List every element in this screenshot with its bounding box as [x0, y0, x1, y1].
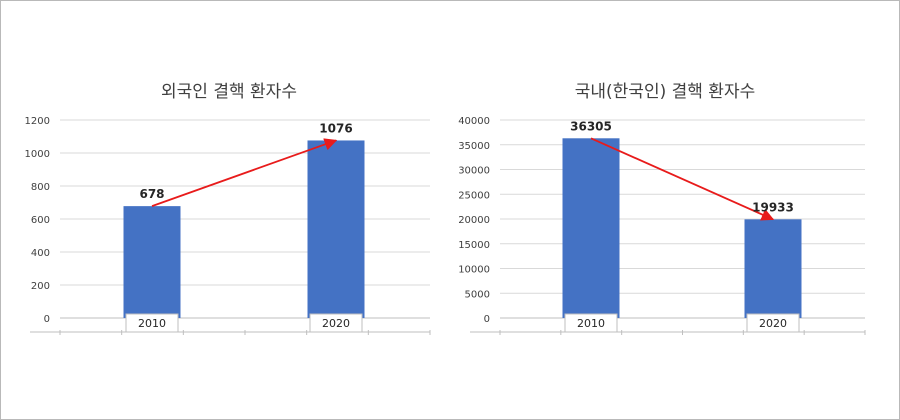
y-tick-label: 0: [44, 314, 50, 325]
bar-2020: [307, 140, 365, 318]
y-tick-label: 35000: [458, 141, 490, 152]
category-label-2010: 2010: [577, 317, 605, 330]
category-label-2020: 2020: [759, 317, 787, 330]
y-tick-label: 400: [31, 248, 50, 259]
trend-up-arrow: [151, 138, 338, 207]
foreign-patients-chart: 외국인 결핵 환자수 0 200 400 600 800 1000 1200 678 1076…: [25, 82, 431, 335]
data-label-2010: 678: [139, 187, 164, 201]
chart-title: 국내(한국인) 결핵 환자수: [575, 82, 755, 102]
domestic-patients-chart: 국내(한국인) 결핵 환자수 0 5000 10000 15000 20000 25000…: [458, 82, 866, 335]
y-tick-label: 40000: [458, 116, 490, 127]
y-tick-label: 25000: [458, 190, 490, 201]
bar-2010: [562, 138, 620, 318]
y-tick-label: 600: [31, 215, 50, 226]
y-tick-label: 1200: [25, 116, 50, 127]
y-tick-label: 800: [31, 182, 50, 193]
bar-2020: [744, 219, 802, 318]
category-label-box: [125, 313, 179, 333]
category-label-2010: 2010: [138, 317, 166, 330]
bar-2010: [123, 206, 181, 318]
y-tick-label: 1000: [25, 149, 50, 160]
y-tick-label: 5000: [465, 289, 490, 300]
data-label-2020: 19933: [752, 200, 794, 214]
category-label-box: [746, 313, 800, 333]
y-tick-label: 200: [31, 281, 50, 292]
data-label-2020: 1076: [319, 121, 352, 135]
y-tick-label: 15000: [458, 240, 490, 251]
chart-title: 외국인 결핵 환자수: [161, 82, 297, 102]
data-label-2010: 36305: [570, 119, 612, 133]
category-label-box: [309, 313, 363, 333]
y-tick-label: 30000: [458, 166, 490, 177]
y-tick-label: 10000: [458, 265, 490, 276]
y-tick-label: 0: [484, 314, 490, 325]
category-label-box: [564, 313, 618, 333]
category-label-2020: 2020: [322, 317, 350, 330]
trend-down-arrow: [590, 137, 775, 221]
y-tick-label: 20000: [458, 215, 490, 226]
